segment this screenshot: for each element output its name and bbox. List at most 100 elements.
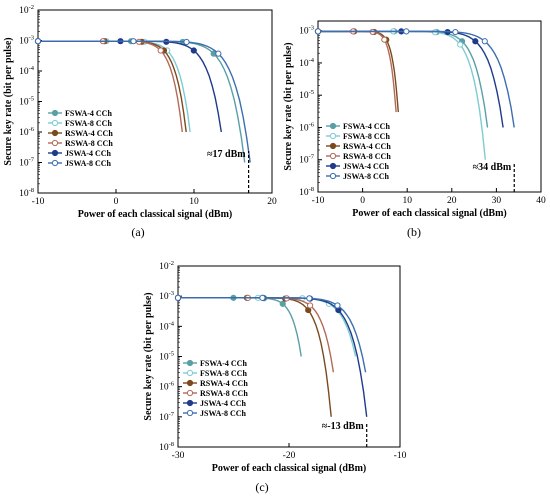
y-tick-label: 10-8 (299, 186, 314, 198)
x-tick-label: 40 (536, 196, 546, 206)
legend-entry: RSWA-4 CCh (343, 142, 391, 151)
series-line-JSWA-8-CCh (38, 40, 251, 163)
x-axis-label: Power of each classical signal (dBm) (352, 208, 507, 219)
y-axis-label: Secure key rate (bit per pulse) (143, 292, 154, 420)
series-marker (157, 47, 164, 54)
series-marker (381, 36, 388, 43)
y-tick-label: 10-5 (19, 96, 34, 108)
series-marker (34, 38, 42, 45)
y-tick-label: 10-4 (159, 320, 175, 332)
legend-entry: RSWA-4 CCh (65, 129, 113, 138)
series-marker (334, 302, 341, 309)
legend-entry: FSWA-4 CCh (65, 109, 112, 118)
y-tick-label: 10-3 (159, 290, 174, 302)
y-tick-label: 10-3 (299, 25, 314, 37)
y-tick-label: 10-4 (299, 57, 315, 69)
legend-entry: FSWA-4 CCh (200, 359, 247, 368)
x-tick-label: 30 (492, 196, 502, 206)
legend-entry: JSWA-4 CCh (65, 149, 112, 158)
legend-entry: FSWA-8 CCh (200, 369, 247, 378)
legend-marker (51, 149, 59, 157)
x-tick-label: -10 (32, 197, 45, 207)
y-tick-label: 10-5 (299, 89, 314, 101)
x-tick-label: 0 (114, 197, 119, 207)
x-axis-label: Power of each classical signal (dBm) (78, 209, 233, 220)
series-marker (306, 302, 314, 309)
series-marker (183, 38, 190, 46)
y-tick-label: 10-5 (159, 351, 174, 363)
x-tick-label: -10 (312, 196, 325, 206)
legend-entry: FSWA-8 CCh (65, 119, 112, 128)
legend-marker (186, 389, 194, 397)
cutoff-annotation: ≈-13 dBm (322, 421, 365, 432)
legend-marker (186, 359, 194, 367)
panel-a: -10 0 10 20 10-8 10-7 10-6 10-5 10-4 10-3 10-2 Powe… (3, 4, 277, 239)
y-tick-label: 10-8 (159, 441, 174, 453)
x-tick-label: 0 (360, 196, 365, 206)
plot-frame (317, 20, 542, 193)
plot-frame (177, 265, 401, 448)
legend-entry: RSWA-8 CCh (200, 389, 248, 398)
legend-marker (329, 172, 337, 180)
y-axis-label: Secure key rate (bit per pulse) (3, 37, 14, 165)
legend-marker (329, 142, 337, 150)
cutoff-annotation: ≈17 dBm (207, 149, 246, 160)
y-tick-label: 10-3 (19, 35, 34, 47)
series-marker (452, 28, 459, 36)
legend-marker (51, 129, 59, 137)
panel-label: (a) (131, 225, 144, 239)
series-marker (190, 47, 197, 54)
legend-marker (51, 159, 59, 167)
legend-entry: JSWA-8 CCh (200, 409, 247, 418)
series-marker (279, 300, 286, 307)
legend-entry: RSWA-4 CCh (200, 379, 248, 388)
y-axis-label: Secure key rate (bit per pulse) (283, 42, 294, 170)
series-marker (259, 294, 266, 301)
legend-marker (186, 399, 194, 407)
series-marker (174, 294, 182, 301)
series-marker (215, 50, 222, 57)
legend-entry: RSWA-8 CCh (343, 152, 391, 161)
panel-label: (c) (255, 480, 268, 494)
x-tick-label: 10 (402, 196, 412, 206)
x-tick-label: 20 (267, 197, 277, 207)
x-tick-label: 10 (189, 197, 199, 207)
legend-marker (329, 152, 337, 160)
legend-entry: JSWA-8 CCh (65, 159, 112, 168)
series-marker (472, 38, 479, 45)
series-line-JSWA-8-CCh (178, 297, 367, 373)
y-tick-label: 10-8 (19, 187, 34, 199)
series-marker (314, 28, 322, 35)
series-line-RSWA-8-CCh (318, 30, 397, 113)
legend-entry: FSWA-8 CCh (343, 132, 390, 141)
x-axis-label: Power of each classical signal (dBm) (212, 463, 367, 474)
panel-b: -10 0 10 20 30 40 10-8 10-7 10-6 10-5 10-4 10-3 Powe… (283, 20, 546, 239)
legend-marker (329, 132, 337, 140)
x-tick-label: -30 (172, 451, 185, 461)
series-marker (306, 295, 313, 302)
series-marker (481, 38, 488, 45)
series-marker (457, 41, 464, 48)
x-tick-label: -10 (394, 451, 407, 461)
legend-entry: JSWA-4 CCh (343, 162, 390, 171)
legend-marker (51, 139, 59, 147)
series-marker (403, 28, 410, 35)
x-tick-label: 20 (447, 196, 457, 206)
y-tick-label: 10-4 (19, 65, 35, 77)
series-line-JSWA-8-CCh (318, 30, 515, 128)
legend-entry: FSWA-4 CCh (343, 122, 390, 131)
legend-marker (186, 409, 194, 417)
legend-marker (51, 119, 59, 127)
legend-marker (51, 109, 59, 117)
series-marker (130, 38, 137, 45)
legend-entry: JSWA-8 CCh (343, 172, 390, 181)
legend-marker (186, 379, 194, 387)
legend-entry: JSWA-4 CCh (200, 399, 247, 408)
x-tick-label: -20 (283, 451, 296, 461)
legend-marker (329, 162, 337, 170)
y-tick-label: 10-6 (159, 381, 175, 393)
legend-marker (329, 122, 337, 130)
y-tick-label: 10-7 (159, 411, 175, 423)
y-tick-label: 10-2 (19, 4, 34, 16)
y-tick-label: 10-6 (19, 126, 35, 138)
